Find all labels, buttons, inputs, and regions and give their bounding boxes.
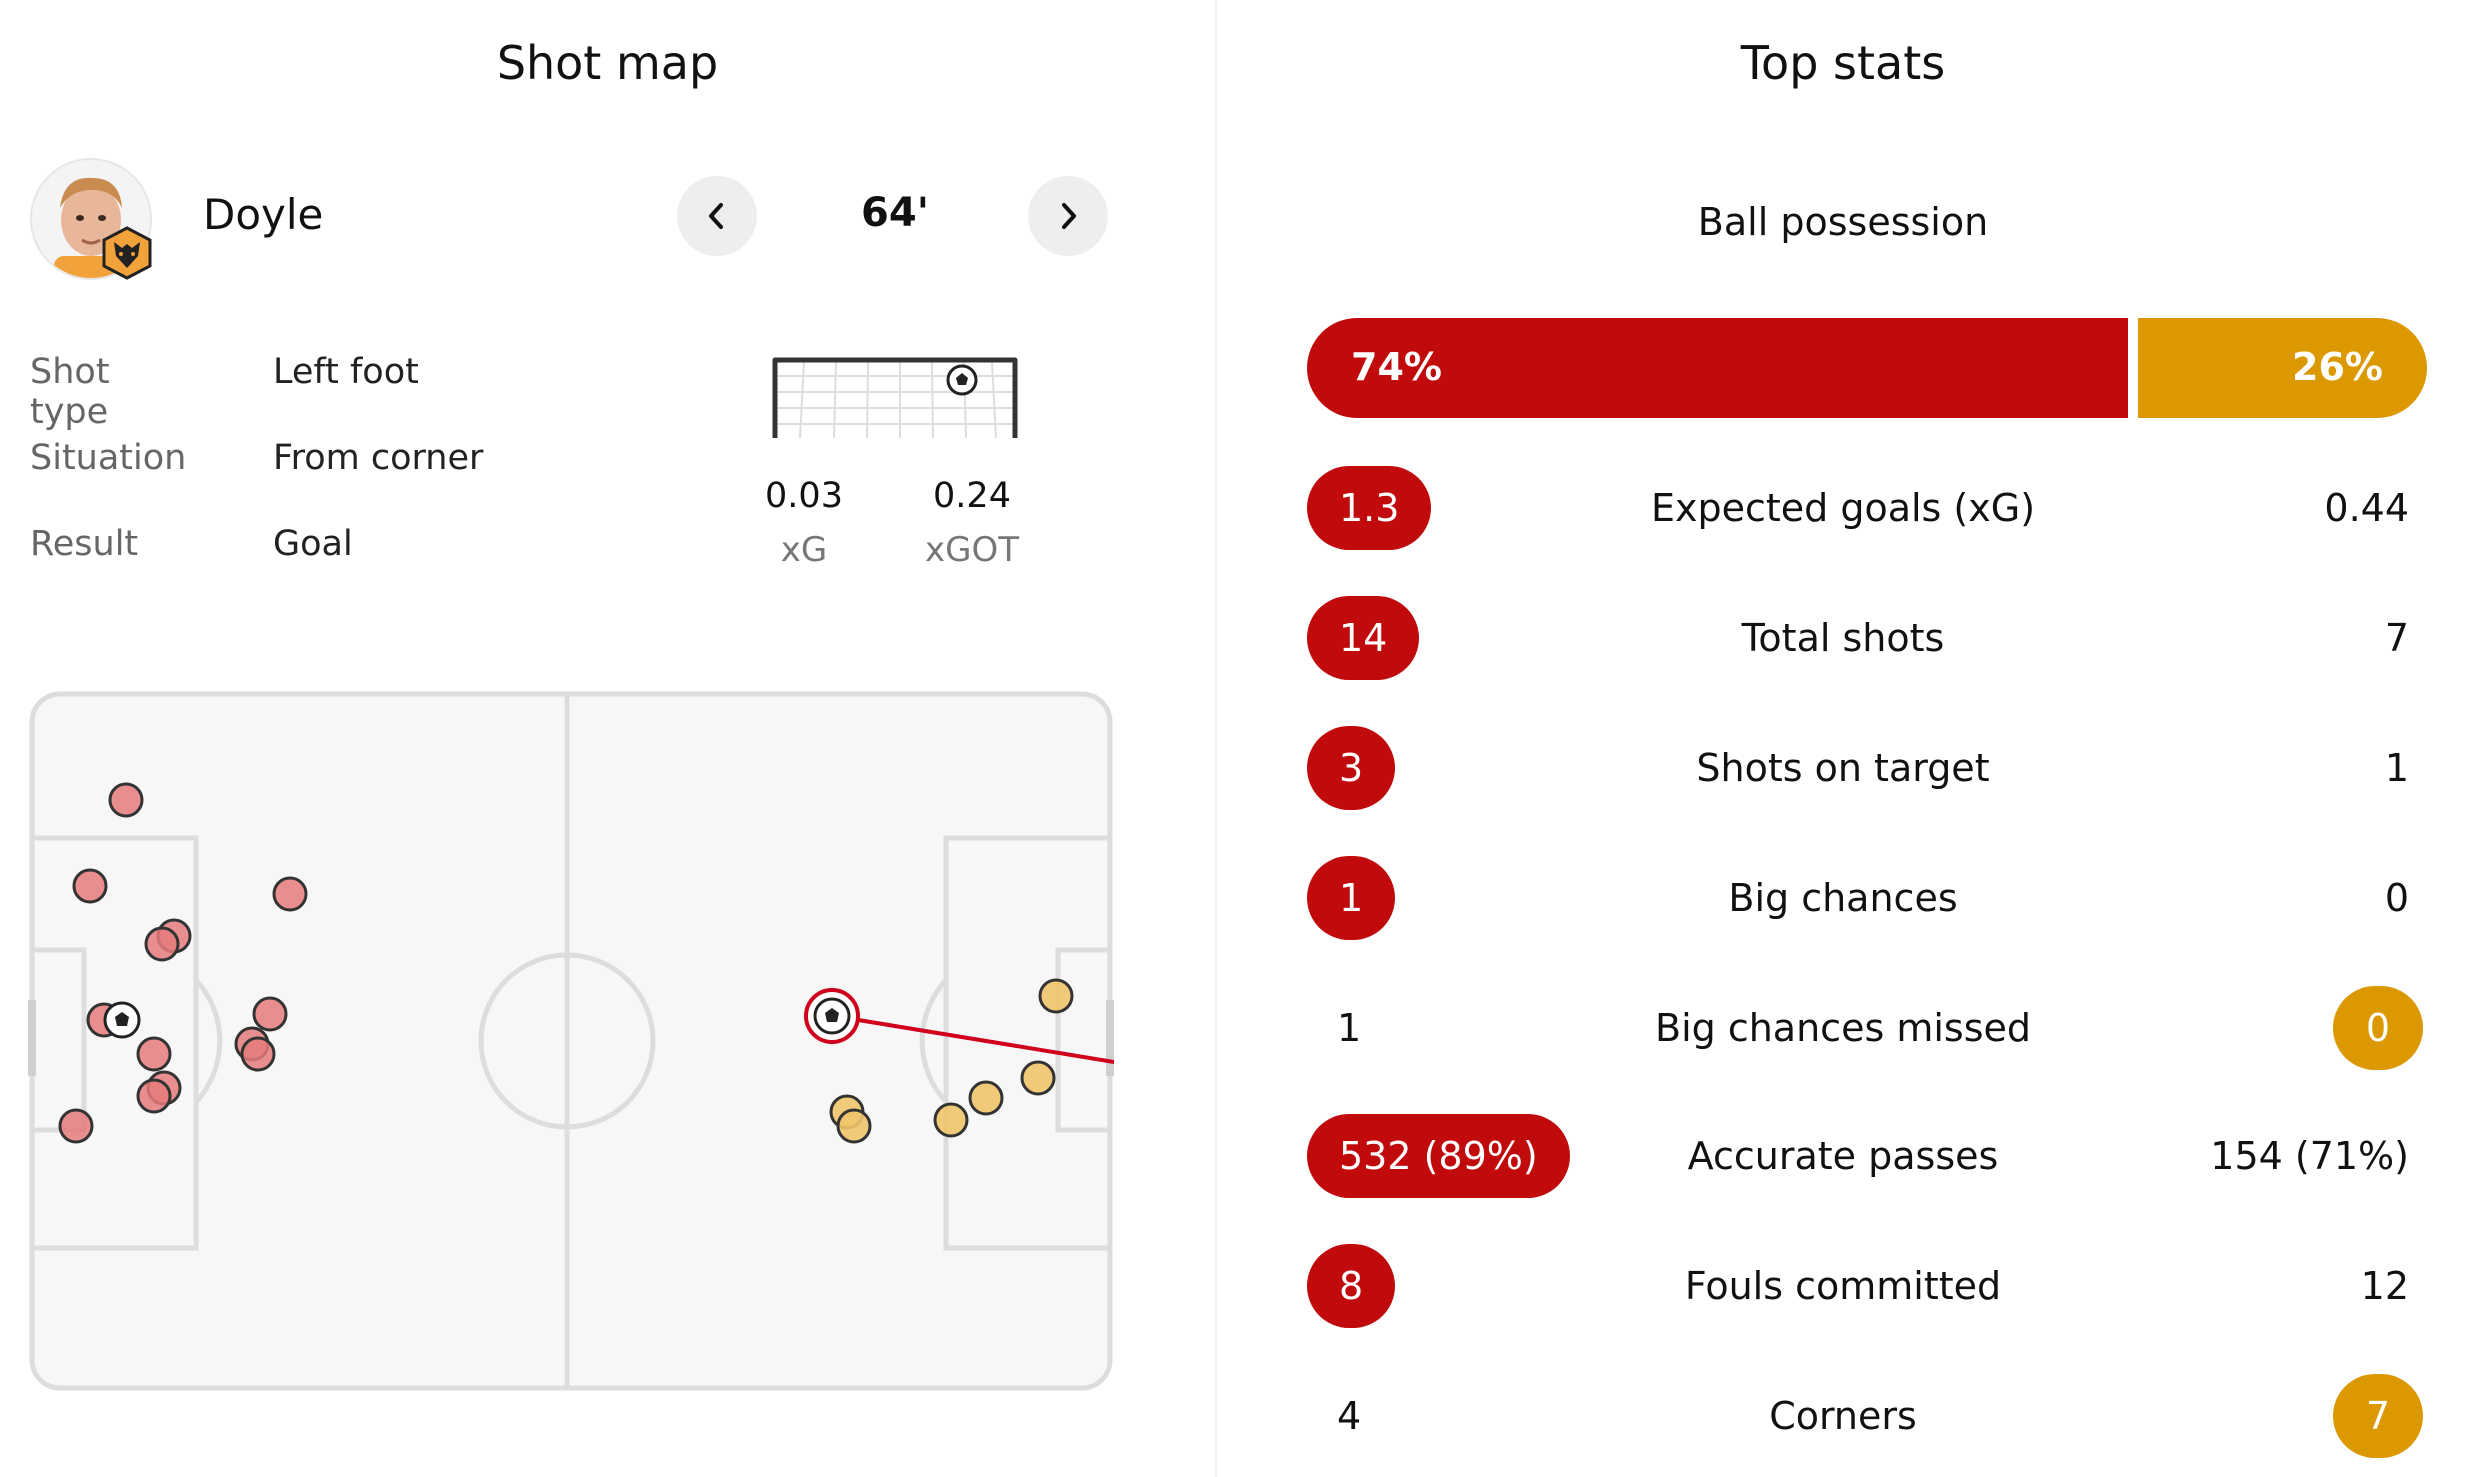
away-value: 7 bbox=[2384, 616, 2409, 660]
chevron-right-icon bbox=[1062, 203, 1076, 229]
possession-away-value: 26% bbox=[2292, 345, 2383, 389]
shot-marker[interactable] bbox=[136, 1078, 172, 1114]
possession-away: 26% bbox=[2138, 318, 2427, 418]
away-value: 12 bbox=[2360, 1264, 2409, 1308]
top-stats-panel: Top stats Ball possession 74% 26% 1.3 Ex… bbox=[1217, 0, 2469, 1477]
shot-marker[interactable] bbox=[933, 1102, 969, 1138]
xgot-stat: 0.24 xGOT bbox=[882, 476, 1062, 570]
shot-marker[interactable] bbox=[1038, 978, 1074, 1014]
away-value: 0.44 bbox=[2324, 486, 2409, 530]
possession-home: 74% bbox=[1307, 318, 2128, 418]
chevron-left-icon bbox=[709, 203, 723, 229]
shot-marker[interactable] bbox=[1020, 1060, 1056, 1096]
home-value: 3 bbox=[1307, 726, 1396, 810]
xg-value: 0.03 bbox=[765, 476, 843, 516]
shot-marker[interactable] bbox=[136, 1036, 172, 1072]
selected-shot-marker[interactable] bbox=[804, 988, 860, 1044]
away-shots bbox=[829, 978, 1074, 1144]
home-value: 1.3 bbox=[1307, 466, 1432, 550]
stat-name: Big chances missed bbox=[1655, 1006, 2031, 1050]
stat-name: Corners bbox=[1769, 1394, 1917, 1438]
away-value: 0 bbox=[2333, 986, 2423, 1070]
shot-marker[interactable] bbox=[252, 996, 288, 1032]
stat-row-accurate-passes: 532 (89%) Accurate passes 154 (71%) bbox=[1217, 1114, 2469, 1204]
stat-row-big-chances: 1 Big chances 0 bbox=[1217, 856, 2469, 946]
previous-shot-button[interactable] bbox=[677, 176, 757, 256]
detail-value: Goal bbox=[273, 524, 353, 564]
pitch bbox=[28, 691, 1114, 1391]
possession-label: Ball possession bbox=[1697, 200, 1989, 244]
home-value: 14 bbox=[1307, 596, 1420, 680]
right-goal-post bbox=[1106, 1000, 1114, 1076]
stat-row-shots-on-target: 3 Shots on target 1 bbox=[1217, 726, 2469, 816]
next-shot-button[interactable] bbox=[1028, 176, 1108, 256]
left-goal-post bbox=[28, 1000, 36, 1076]
shot-trajectory bbox=[833, 1014, 1114, 1064]
shot-map-panel: Shot map Doyle 64' Shot bbox=[0, 0, 1215, 1477]
away-value: 154 (71%) bbox=[2210, 1134, 2409, 1178]
possession-bar: 74% 26% bbox=[1307, 318, 2427, 418]
detail-label: Situation bbox=[30, 438, 187, 478]
away-value: 1 bbox=[2384, 746, 2409, 790]
xg-stat: 0.03 xG bbox=[714, 476, 894, 570]
possession-home-value: 74% bbox=[1351, 345, 1442, 389]
xgot-label: xGOT bbox=[925, 530, 1019, 570]
detail-value: From corner bbox=[273, 438, 484, 478]
ball-icon bbox=[946, 364, 978, 396]
home-value: 1 bbox=[1307, 856, 1396, 940]
panel-divider bbox=[1215, 0, 1217, 1477]
shot-marker[interactable] bbox=[58, 1108, 94, 1144]
detail-label: Shot type bbox=[30, 352, 110, 432]
home-value: 1 bbox=[1337, 1006, 1362, 1050]
stat-name: Fouls committed bbox=[1684, 1264, 2002, 1308]
shot-map-title: Shot map bbox=[496, 36, 719, 90]
shot-marker[interactable] bbox=[108, 782, 144, 818]
shot-marker[interactable] bbox=[272, 876, 308, 912]
home-value: 4 bbox=[1337, 1394, 1362, 1438]
player-avatar[interactable] bbox=[30, 158, 152, 280]
stat-row-expected-goals: 1.3 Expected goals (xG) 0.44 bbox=[1217, 466, 2469, 556]
stat-name: Shots on target bbox=[1696, 746, 1990, 790]
shot-minute: 64' bbox=[861, 190, 929, 236]
shot-marker[interactable] bbox=[144, 926, 180, 962]
home-value: 532 (89%) bbox=[1307, 1114, 1570, 1198]
shot-marker[interactable] bbox=[836, 1108, 872, 1144]
shot-marker[interactable] bbox=[72, 868, 108, 904]
detail-value: Left foot bbox=[273, 352, 419, 392]
home-goal-marker[interactable] bbox=[103, 1001, 141, 1039]
wolves-badge-icon bbox=[100, 226, 154, 280]
player-name[interactable]: Doyle bbox=[203, 190, 324, 239]
goal-frame bbox=[772, 357, 1018, 439]
top-stats-title: Top stats bbox=[1740, 36, 1946, 90]
stat-row-big-chances-missed: 1 Big chances missed 0 bbox=[1217, 986, 2469, 1076]
pitch-lines bbox=[29, 691, 1113, 1391]
stat-row-corners: 4 Corners 7 bbox=[1217, 1374, 2469, 1464]
away-value: 0 bbox=[2384, 876, 2409, 920]
xg-label: xG bbox=[780, 530, 828, 570]
stat-name: Big chances bbox=[1728, 876, 1958, 920]
stat-row-total-shots: 14 Total shots 7 bbox=[1217, 596, 2469, 686]
xgot-value: 0.24 bbox=[933, 476, 1011, 516]
shot-marker[interactable] bbox=[240, 1036, 276, 1072]
shot-marker[interactable] bbox=[968, 1080, 1004, 1116]
away-value: 7 bbox=[2333, 1374, 2423, 1458]
detail-label: Result bbox=[30, 524, 139, 564]
stat-row-fouls-committed: 8 Fouls committed 12 bbox=[1217, 1244, 2469, 1334]
home-value: 8 bbox=[1307, 1244, 1396, 1328]
